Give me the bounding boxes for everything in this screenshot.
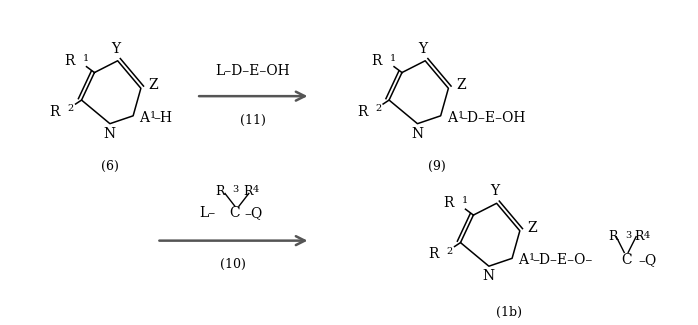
Text: N: N	[411, 127, 424, 141]
Text: 1: 1	[461, 196, 468, 205]
Text: 3: 3	[625, 231, 632, 240]
Text: –Q: –Q	[245, 206, 263, 220]
Text: (10): (10)	[220, 258, 246, 271]
Text: R: R	[372, 54, 382, 68]
Text: Z: Z	[149, 78, 158, 92]
Text: 4: 4	[644, 231, 651, 240]
Text: C: C	[230, 206, 240, 220]
Text: (6): (6)	[101, 160, 119, 173]
Text: 2: 2	[68, 104, 74, 113]
Text: 3: 3	[232, 185, 238, 194]
Text: 2: 2	[376, 104, 381, 113]
Text: Z: Z	[528, 221, 537, 235]
Text: L–D–E–OH: L–D–E–OH	[216, 64, 290, 78]
Text: Y: Y	[490, 184, 499, 198]
Text: R: R	[216, 185, 225, 198]
Text: –D–E–O–: –D–E–O–	[532, 253, 593, 267]
Text: 2: 2	[447, 247, 453, 255]
Text: 1: 1	[390, 54, 396, 63]
Text: 1: 1	[457, 111, 463, 120]
Text: R: R	[243, 185, 253, 198]
Text: Z: Z	[456, 78, 466, 92]
Text: A: A	[139, 111, 149, 125]
Text: 1: 1	[529, 254, 535, 262]
Text: (11): (11)	[240, 114, 266, 127]
Text: A: A	[447, 111, 456, 125]
Text: R: R	[429, 247, 438, 261]
Text: R: R	[64, 54, 75, 68]
Text: (9): (9)	[429, 160, 446, 173]
Text: C: C	[621, 253, 632, 267]
Text: 1: 1	[150, 111, 156, 120]
Text: Y: Y	[419, 42, 428, 56]
Text: –D–E–OH: –D–E–OH	[461, 111, 526, 125]
Text: N: N	[483, 269, 495, 283]
Text: R: R	[357, 105, 367, 119]
Text: Y: Y	[111, 42, 120, 56]
Text: N: N	[104, 127, 116, 141]
Text: 4: 4	[253, 185, 259, 194]
Text: R: R	[609, 230, 618, 243]
Text: –Q: –Q	[638, 253, 656, 267]
Text: A: A	[518, 253, 528, 267]
Text: R: R	[50, 105, 60, 119]
Text: –H: –H	[153, 111, 172, 125]
Text: (1b): (1b)	[496, 306, 521, 318]
Text: R: R	[443, 196, 454, 210]
Text: L–: L–	[199, 206, 215, 220]
Text: R: R	[634, 230, 644, 243]
Text: 1: 1	[82, 54, 89, 63]
